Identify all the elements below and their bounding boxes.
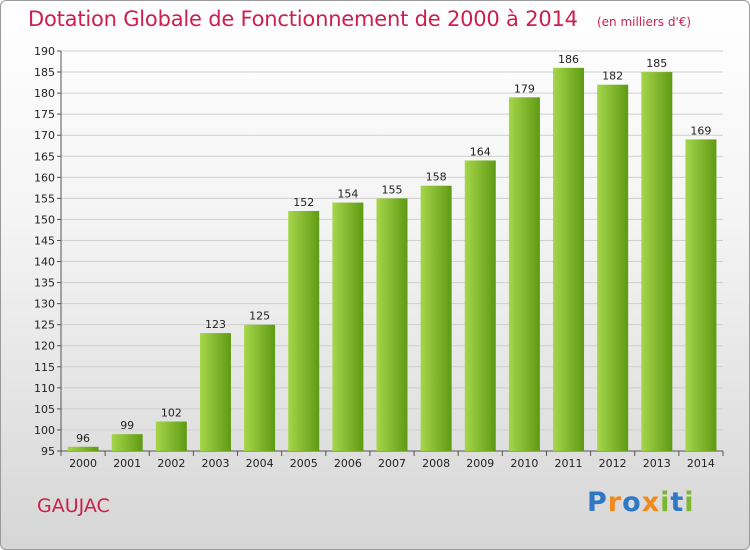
x-tick-label: 2011: [555, 457, 583, 470]
data-label: 152: [293, 196, 314, 209]
y-tick-label: 150: [34, 213, 55, 226]
x-tick-label: 2007: [378, 457, 406, 470]
x-tick-label: 2013: [643, 457, 671, 470]
data-label: 164: [470, 145, 491, 158]
data-label: 179: [514, 82, 535, 95]
logo-letter: P: [587, 487, 608, 518]
x-tick-label: 2010: [510, 457, 538, 470]
data-label: 96: [76, 432, 90, 445]
bar: [597, 84, 629, 452]
data-label: 154: [337, 188, 358, 201]
bars: [67, 67, 717, 452]
data-label: 123: [205, 318, 226, 331]
x-tick-label: 2012: [599, 457, 627, 470]
bar: [155, 421, 187, 451]
title-row: Dotation Globale de Fonctionnement de 20…: [28, 7, 691, 31]
logo-letter: x: [641, 487, 661, 518]
x-tick-label: 2000: [69, 457, 97, 470]
bar: [332, 202, 364, 451]
commune-name: GAUJAC: [37, 495, 110, 517]
y-tick-label: 180: [34, 87, 55, 100]
x-tick-label: 2002: [157, 457, 185, 470]
data-label: 182: [602, 70, 623, 83]
y-tick-label: 105: [34, 403, 55, 416]
bar: [464, 160, 496, 451]
labels: 96 2000 99 2001 102 2002 123 2003 125 2004 152 2005…: [69, 53, 715, 470]
y-tick-label: 160: [34, 171, 55, 184]
data-label: 125: [249, 310, 270, 323]
data-label: 186: [558, 53, 579, 66]
bar: [376, 198, 408, 451]
y-tick-label: 190: [34, 45, 55, 58]
logo-letter: t: [670, 487, 685, 518]
bar: [508, 97, 540, 451]
y-tick-label: 115: [34, 361, 55, 374]
y-tick-label: 110: [34, 382, 55, 395]
chart-title: Dotation Globale de Fonctionnement de 20…: [28, 7, 578, 31]
x-tick-label: 2003: [201, 457, 229, 470]
y-tick-label: 100: [34, 424, 55, 437]
data-label: 99: [120, 419, 134, 432]
data-label: 158: [426, 171, 447, 184]
x-tick-label: 2005: [290, 457, 318, 470]
x-tick-label: 2001: [113, 457, 141, 470]
bar: [641, 72, 673, 451]
data-label: 169: [690, 124, 711, 137]
bar: [111, 434, 143, 451]
logo-letter: i: [660, 487, 671, 518]
y-tick-label: 125: [34, 319, 55, 332]
y-tick-label: 170: [34, 129, 55, 142]
data-label: 155: [382, 183, 403, 196]
x-tick-label: 2004: [246, 457, 274, 470]
y-tick-label: 155: [34, 192, 55, 205]
bar: [244, 324, 276, 451]
logo-letter: r: [607, 487, 623, 518]
y-tick-label: 95: [41, 445, 55, 458]
bar: [67, 446, 99, 451]
y-tick-label: 145: [34, 234, 55, 247]
bar: [685, 139, 717, 451]
x-tick-label: 2009: [466, 457, 494, 470]
bar: [288, 211, 320, 451]
data-label: 102: [161, 407, 182, 420]
y-tick-label: 165: [34, 150, 55, 163]
y-tick-label: 130: [34, 298, 55, 311]
y-tick-label: 185: [34, 66, 55, 79]
y-tick-label: 120: [34, 340, 55, 353]
y-tick-label: 135: [34, 277, 55, 290]
x-tick-label: 2014: [687, 457, 715, 470]
y-tick-label: 140: [34, 256, 55, 269]
bar: [553, 67, 585, 451]
logo-letter: o: [622, 487, 642, 518]
x-tick-label: 2008: [422, 457, 450, 470]
bar: [420, 185, 452, 451]
proxiti-logo[interactable]: Proxiti: [587, 487, 695, 518]
data-label: 185: [646, 57, 667, 70]
y-tick-label: 175: [34, 108, 55, 121]
chart-unit: (en milliers d'€): [596, 15, 692, 29]
bar: [199, 333, 231, 451]
x-tick-label: 2006: [334, 457, 362, 470]
logo-letter: i: [684, 487, 695, 518]
